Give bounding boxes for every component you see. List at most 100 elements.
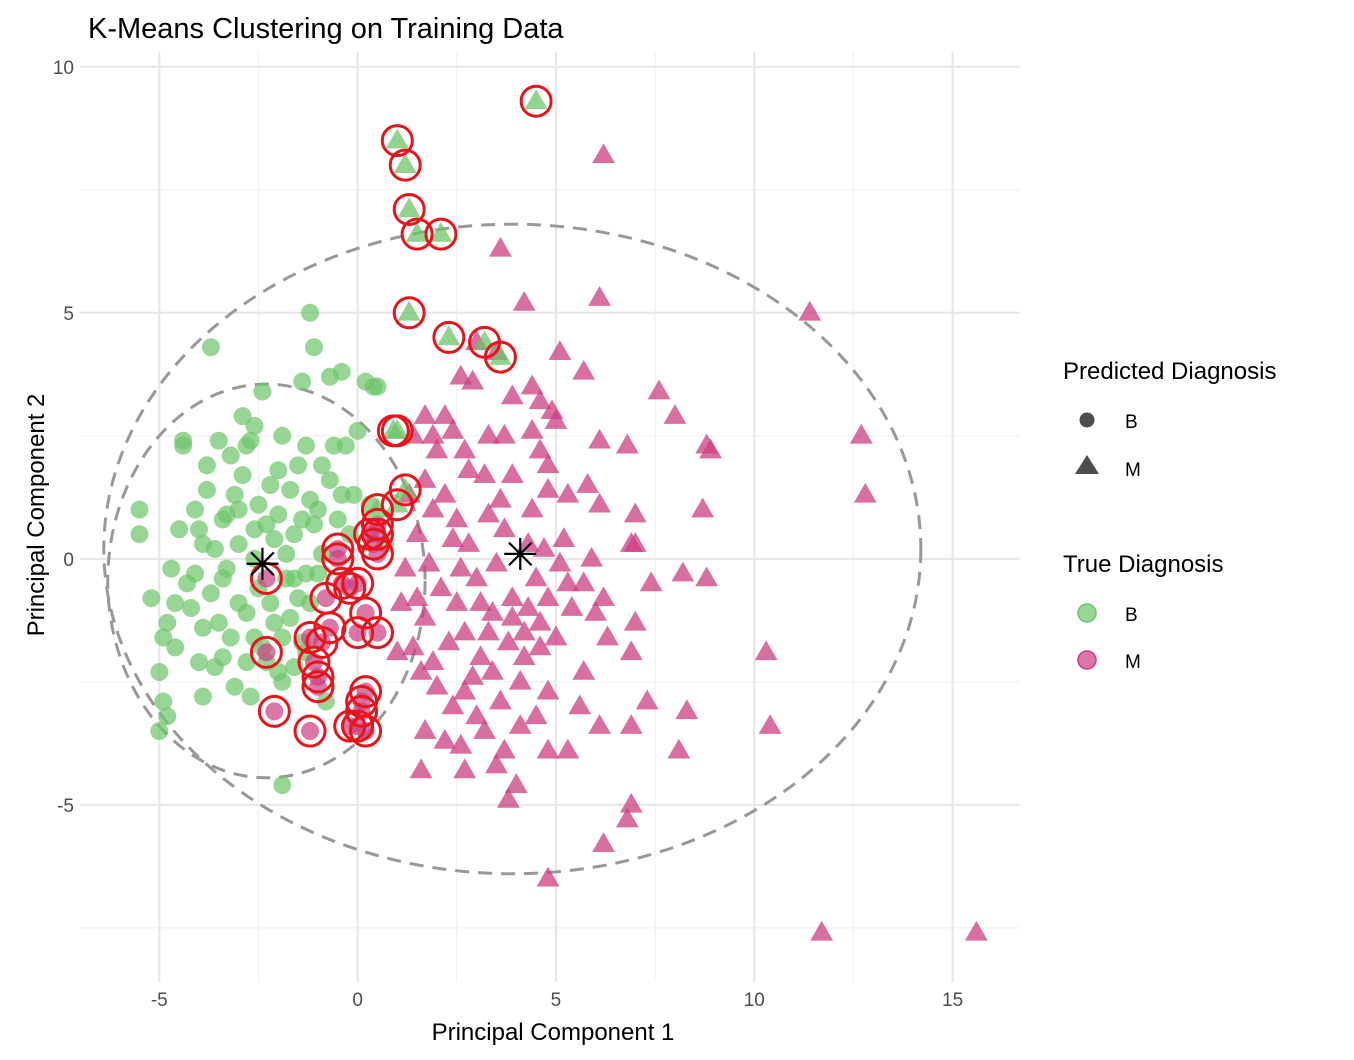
data-point-triangle <box>520 374 544 395</box>
data-point-triangle <box>532 536 556 557</box>
data-point-circle <box>174 436 193 455</box>
misclassified-ring <box>349 675 383 709</box>
data-point-triangle <box>393 153 417 173</box>
data-point-triangle <box>492 738 516 759</box>
data-point-circle <box>336 436 355 455</box>
data-point-circle <box>233 407 252 426</box>
data-point-triangle <box>524 566 548 587</box>
misclassified-ring <box>380 488 414 522</box>
data-point-triangle <box>401 635 425 656</box>
data-point-triangle <box>528 635 552 656</box>
data-point-triangle <box>449 733 473 754</box>
data-point-triangle <box>461 664 485 685</box>
data-point-triangle <box>489 487 512 508</box>
data-point-triangle <box>699 438 723 459</box>
data-point-triangle <box>810 920 834 941</box>
data-point-triangle <box>441 527 465 547</box>
data-point-triangle <box>512 645 536 666</box>
data-point-triangle <box>619 792 643 813</box>
data-point-triangle <box>536 477 560 498</box>
misclassified-ring <box>376 414 410 448</box>
misclassified-ring <box>321 542 355 576</box>
data-point-triangle <box>560 596 584 616</box>
misclassified-ring <box>297 645 331 679</box>
data-point-circle <box>281 480 300 499</box>
data-point-triangle <box>544 625 568 646</box>
data-point-triangle <box>453 438 477 459</box>
misclassified-ring <box>360 493 394 527</box>
data-point-triangle <box>552 527 576 547</box>
data-point-triangle <box>453 758 477 779</box>
data-point-circle <box>182 599 201 618</box>
misclassified-ring <box>519 84 553 118</box>
data-point-circle <box>158 707 177 726</box>
data-point-circle <box>257 643 276 662</box>
data-point-triangle <box>433 728 457 749</box>
data-point-triangle <box>413 605 437 626</box>
data-point-triangle <box>417 551 441 572</box>
chart-title: K-Means Clustering on Training Data <box>88 13 564 45</box>
data-point-circle <box>241 687 260 706</box>
data-point-triangle <box>508 669 532 690</box>
data-point-triangle <box>433 404 457 424</box>
data-point-triangle <box>385 128 409 149</box>
misclassified-ring <box>388 148 422 182</box>
data-point-triangle <box>556 571 580 592</box>
data-point-triangle <box>536 679 560 700</box>
data-point-circle <box>289 456 308 475</box>
data-point-triangle <box>588 286 611 306</box>
data-point-circle <box>150 722 169 741</box>
data-point-circle <box>273 628 292 647</box>
data-point-triangle <box>524 704 548 725</box>
data-point-triangle <box>449 364 473 385</box>
data-point-triangle <box>397 197 421 218</box>
data-point-triangle <box>572 571 596 592</box>
data-point-triangle <box>588 492 611 513</box>
data-point-circle <box>130 500 149 519</box>
data-point-circle <box>308 500 327 519</box>
data-point-circle <box>186 500 205 519</box>
misclassified-ring <box>380 124 414 158</box>
x-axis-ticks: -5 0 5 10 15 <box>151 990 963 1011</box>
y-tick-label: -5 <box>57 796 74 817</box>
data-point-circle <box>170 520 189 539</box>
data-point-triangle <box>853 482 877 503</box>
data-point-circle <box>229 500 248 519</box>
x-tick-label: 10 <box>744 990 765 1011</box>
data-points <box>130 84 988 941</box>
data-point-triangle <box>623 532 647 552</box>
data-point-circle <box>162 559 181 578</box>
data-point-triangle <box>572 359 596 380</box>
data-point-triangle <box>429 222 453 242</box>
misclassified-ring <box>333 709 367 743</box>
data-point-circle <box>285 569 304 588</box>
x-tick-label: 5 <box>551 990 562 1011</box>
data-point-triangle <box>405 222 429 242</box>
data-point-circle <box>261 476 280 495</box>
misclassified-ring <box>392 296 426 330</box>
data-point-triangle <box>758 714 782 734</box>
data-point-circle <box>193 687 212 706</box>
misclassified-ring <box>249 635 283 669</box>
data-point-circle <box>229 594 248 613</box>
data-point-triangle <box>441 418 465 439</box>
cluster-center-marker <box>246 547 279 580</box>
data-point-circle <box>189 520 208 539</box>
data-point-triangle <box>619 640 643 661</box>
data-point-triangle <box>461 369 485 390</box>
data-point-triangle <box>492 517 516 538</box>
misclassified-ring <box>360 616 394 650</box>
data-point-triangle <box>405 522 429 543</box>
data-point-triangle <box>465 704 489 725</box>
misclassified-ring <box>432 320 466 354</box>
data-point-triangle <box>536 738 560 759</box>
data-point-circle <box>229 535 248 554</box>
data-point-triangle <box>429 576 453 597</box>
data-point-triangle <box>512 290 536 311</box>
y-tick-label: 0 <box>63 550 74 571</box>
data-point-triangle <box>596 625 619 646</box>
data-point-triangle <box>425 438 449 459</box>
data-point-circle <box>328 510 347 529</box>
data-point-circle <box>301 303 320 322</box>
data-point-triangle <box>445 591 469 611</box>
